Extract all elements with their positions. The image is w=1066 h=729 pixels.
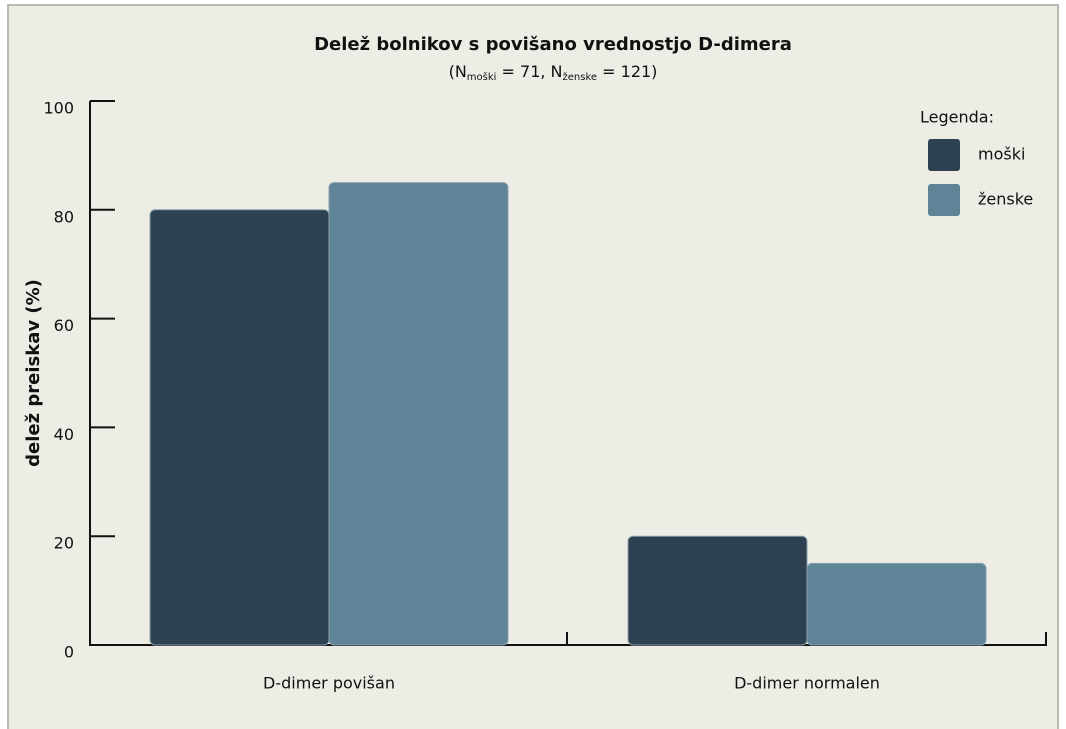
y-tick-label: 0 — [64, 643, 74, 662]
subtitle-part: = 71, N — [496, 62, 562, 81]
legend-title: Legenda: — [920, 108, 994, 127]
bar — [627, 535, 808, 646]
subscript: ženske — [563, 71, 598, 83]
y-tick-label: 20 — [54, 534, 74, 553]
legend-label: moški — [978, 145, 1025, 164]
x-tick-label: D-dimer povišan — [263, 674, 395, 693]
bar — [149, 209, 330, 646]
y-axis-label: delež preiskav (%) — [23, 279, 44, 467]
legend-label: ženske — [978, 190, 1033, 209]
bar — [328, 182, 509, 646]
y-tick-label: 100 — [43, 99, 74, 118]
bar — [806, 562, 987, 646]
legend-swatch — [928, 184, 960, 216]
subtitle-part: (N — [449, 62, 467, 81]
subscript: moški — [467, 71, 497, 83]
y-tick-label: 80 — [54, 207, 74, 226]
y-tick-label: 60 — [54, 316, 74, 335]
chart-subtitle: (Nmoški = 71, Nženske = 121) — [449, 62, 658, 84]
chart-title: Delež bolnikov s povišano vrednostjo D-d… — [314, 34, 792, 55]
y-tick-label: 40 — [54, 425, 74, 444]
legend-swatch — [928, 139, 960, 171]
x-tick-label: D-dimer normalen — [734, 674, 880, 693]
subtitle-part: = 121) — [597, 62, 657, 81]
